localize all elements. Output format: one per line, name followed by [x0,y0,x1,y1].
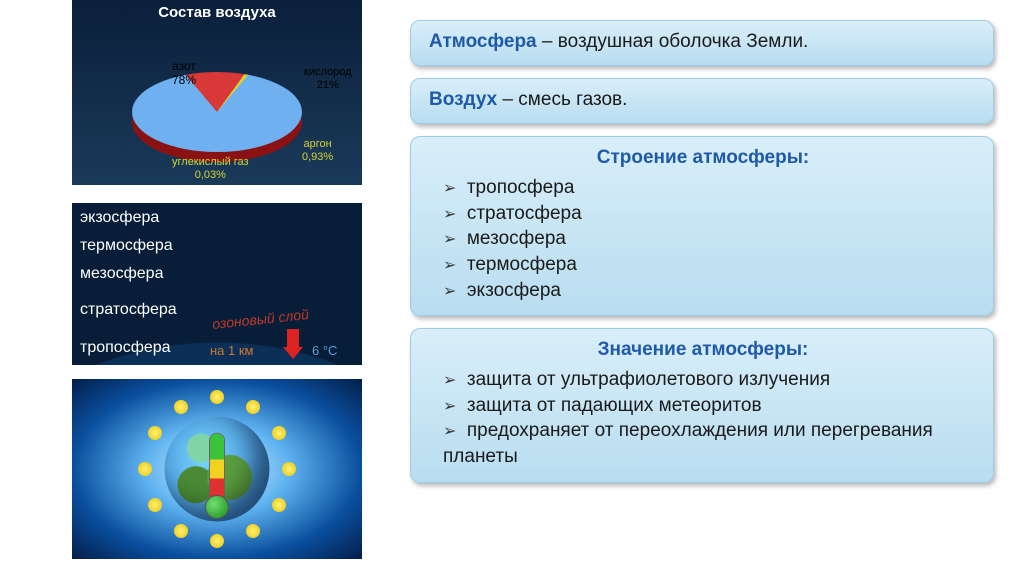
list-item: стратосфера [443,201,977,227]
list-item: тропосфера [443,175,977,201]
def-atmosphere-text: – воздушная оболочка Земли. [537,31,809,52]
term-atmosphere: Атмосфера [429,31,537,52]
layer-thermosphere: термосфера [80,237,173,255]
pie-label-co2: углекислый газ0,03% [172,156,249,181]
layer-mesosphere: мезосфера [80,265,163,283]
temp-drop-label: 6 °С [312,343,337,358]
list-item: мезосфера [443,226,977,252]
earth-illustration-panel [72,379,362,559]
per-km-label: на 1 км [210,343,254,358]
list-item: предохраняет от переохлаждения или перег… [443,418,977,469]
structure-title: Строение атмосферы: [429,147,977,169]
atmosphere-layers-panel: экзосфера термосфера мезосфера стратосфе… [72,203,362,365]
term-air: Воздух [429,89,497,110]
importance-list: защита от ультрафиолетового излучения за… [429,367,977,470]
right-column: Атмосфера – воздушная оболочка Земли. Во… [410,20,994,495]
pie-label-argon: аргон0,93% [302,138,333,163]
down-arrow-icon [283,329,303,359]
list-item: защита от ультрафиолетового излучения [443,367,977,393]
definition-atmosphere-card: Атмосфера – воздушная оболочка Земли. [410,20,994,66]
layer-troposphere: тропосфера [80,339,171,357]
pie-chart [132,72,302,162]
list-item: экзосфера [443,278,977,304]
list-item: термосфера [443,252,977,278]
importance-card: Значение атмосферы: защита от ультрафиол… [410,328,994,483]
layer-stratosphere: стратосфера [80,301,177,319]
importance-title: Значение атмосферы: [429,339,977,361]
list-item: защита от падающих метеоритов [443,393,977,419]
left-column: Состав воздуха азот78% кислород21% аргон… [72,0,362,559]
pie-title: Состав воздуха [72,0,362,21]
air-composition-pie-panel: Состав воздуха азот78% кислород21% аргон… [72,0,362,185]
def-air-text: – смесь газов. [497,89,627,110]
thermometer-icon [209,433,225,499]
pie-label-oxygen: кислород21% [304,66,352,91]
layer-exosphere: экзосфера [80,209,159,227]
definition-air-card: Воздух – смесь газов. [410,78,994,124]
thermometer-bulb [205,495,229,519]
structure-list: тропосфера стратосфера мезосфера термосф… [429,175,977,303]
structure-card: Строение атмосферы: тропосфера стратосфе… [410,136,994,316]
pie-label-nitrogen: азот78% [172,60,196,88]
